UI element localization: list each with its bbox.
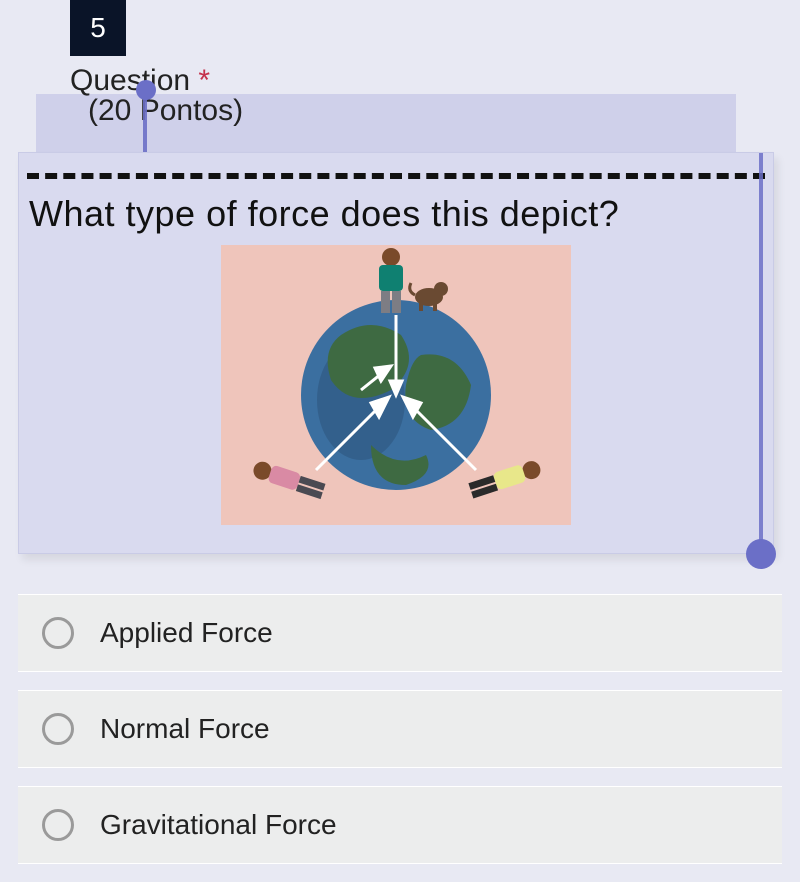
question-number-badge: 5 [70, 0, 126, 56]
options-list: Applied Force Normal Force Gravitational… [18, 594, 782, 864]
divider-dashed [27, 173, 765, 179]
radio-icon [42, 617, 74, 649]
figure-left-icon [251, 459, 326, 499]
question-number: 5 [90, 12, 106, 44]
required-asterisk: * [198, 64, 210, 97]
option-applied-force[interactable]: Applied Force [18, 594, 782, 672]
question-image-panel: What type of force does this depict? [18, 152, 774, 554]
selection-handle-bottom[interactable] [746, 539, 776, 569]
option-normal-force[interactable]: Normal Force [18, 690, 782, 768]
option-label: Normal Force [100, 713, 270, 745]
radio-icon [42, 809, 74, 841]
radio-icon [42, 713, 74, 745]
option-label: Gravitational Force [100, 809, 337, 841]
selection-highlight: (20 Pontos) [36, 94, 736, 152]
question-prompt: What type of force does this depict? [29, 193, 773, 235]
question-title: Question [70, 64, 190, 97]
option-label: Applied Force [100, 617, 273, 649]
selection-rail-icon [759, 153, 763, 553]
question-illustration [221, 245, 571, 525]
question-points: (20 Pontos) [88, 94, 736, 128]
option-gravitational-force[interactable]: Gravitational Force [18, 786, 782, 864]
selection-bar-icon [143, 90, 147, 160]
question-title-row: Question * [70, 64, 782, 98]
figure-right-icon [468, 459, 543, 499]
